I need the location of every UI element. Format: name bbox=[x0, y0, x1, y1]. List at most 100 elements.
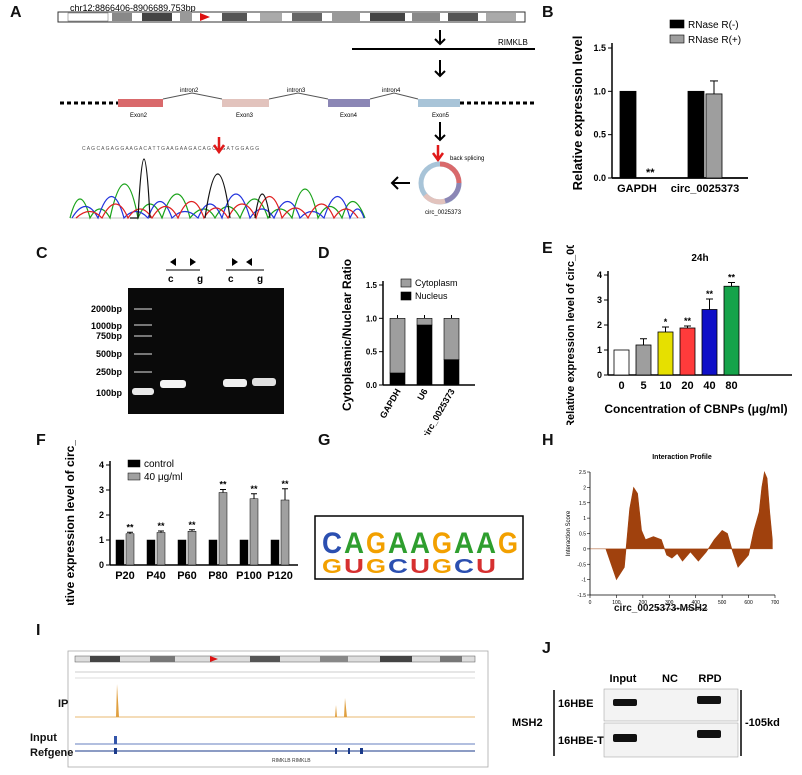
panel-j-letter: J bbox=[542, 640, 551, 658]
blot-row-label: 16HBE-T bbox=[558, 735, 604, 747]
x-tick-label: U6 bbox=[415, 387, 429, 402]
y-axis-label: Cytoplasmic/Nuclear Ratio bbox=[340, 259, 354, 411]
panel-e-letter: E bbox=[542, 240, 553, 258]
y-tick-label: 2.5 bbox=[579, 470, 586, 476]
x-tick-label: 10 bbox=[659, 380, 671, 392]
lane-label: c bbox=[168, 274, 174, 285]
legend-swatch bbox=[401, 292, 411, 300]
y-tick-label: 3 bbox=[597, 295, 602, 305]
panel-c-gel: c g c g 2000bp 1000bp 750bp 500bp 250bp … bbox=[60, 240, 310, 420]
refgene-track-label: Refgene bbox=[30, 747, 73, 759]
marker-label: 750bp bbox=[96, 331, 123, 341]
y-tick-label: 1 bbox=[99, 535, 104, 545]
back-splice-arrow-icon bbox=[433, 145, 443, 160]
legend-swatch bbox=[670, 35, 684, 43]
y-tick-label: 1.5 bbox=[579, 501, 586, 507]
legend-label: control bbox=[144, 459, 174, 470]
panel-f: 0 1 2 3 4 ** P20 ** P40 ** P60 ** P80 ** P100 ** P120 Rel… bbox=[60, 440, 300, 605]
bar bbox=[250, 499, 258, 565]
bar bbox=[724, 286, 739, 375]
marker-label: 500bp bbox=[96, 349, 123, 359]
stacked-bar-segment bbox=[417, 318, 432, 325]
x-tick-label: GAPDH bbox=[617, 183, 657, 195]
y-tick-label: 2 bbox=[583, 485, 586, 491]
y-tick-label: 1.5 bbox=[593, 43, 606, 53]
y-tick-label: 0.0 bbox=[593, 173, 606, 183]
y-tick-label: 0.5 bbox=[579, 532, 586, 538]
bar bbox=[188, 531, 196, 565]
exon2-box bbox=[118, 99, 163, 107]
legend-label: RNase R(-) bbox=[688, 20, 739, 31]
x-tick-label: 600 bbox=[744, 600, 753, 606]
panel-h-letter: H bbox=[542, 432, 554, 450]
y-tick-label: 0.0 bbox=[366, 381, 378, 390]
x-tick-label: GAPDH bbox=[378, 387, 403, 420]
gene-name-label: RIMKLB bbox=[498, 38, 528, 47]
panel-h-caption: circ_0025373-MSH2 bbox=[614, 603, 707, 614]
x-tick-label: P20 bbox=[115, 570, 135, 582]
legend-label: Cytoplasm bbox=[415, 278, 458, 288]
panel-f-letter: F bbox=[36, 432, 46, 450]
intron2-label: intron2 bbox=[180, 88, 199, 94]
x-axis-label: Concentration of CBNPs (μg/ml) bbox=[604, 402, 787, 416]
panel-b-letter: B bbox=[542, 4, 554, 22]
panel-g-letter: G bbox=[318, 432, 330, 450]
input-peak bbox=[114, 736, 117, 744]
ip-track-label: IP bbox=[58, 698, 68, 710]
stacked-bar-segment bbox=[390, 373, 405, 385]
gel-band bbox=[160, 380, 186, 388]
panel-i: RIMKLB RIMKLB IP Input Refgene bbox=[30, 650, 490, 768]
sanger-chromatogram bbox=[70, 159, 365, 218]
chromatogram-base-calls: C A G C A G A G G A A G A C A T T G A A … bbox=[82, 146, 259, 152]
x-tick-label: 5 bbox=[640, 380, 646, 392]
lane-label: g bbox=[257, 274, 263, 285]
y-tick-label: 4 bbox=[99, 460, 104, 470]
refgene-label: RIMKLB RIMKLB bbox=[272, 758, 311, 764]
legend-swatch bbox=[128, 473, 140, 480]
bar bbox=[636, 345, 651, 375]
bar bbox=[147, 540, 155, 565]
back-splicing-label: back splicing bbox=[450, 156, 484, 162]
panel-d: 0.0 0.5 1.0 1.5 GAPDH U6 circ_0025373 Cytoplasm… bbox=[335, 255, 495, 435]
y-tick-label: 1.0 bbox=[366, 314, 378, 323]
bar bbox=[706, 94, 722, 178]
x-tick-label: P80 bbox=[208, 570, 228, 582]
lane-label: c bbox=[228, 274, 234, 285]
motif-letter-top: G bbox=[498, 527, 518, 560]
x-tick-label: 20 bbox=[681, 380, 693, 392]
x-tick-label: 0 bbox=[589, 600, 592, 606]
circ-name-label: circ_0025373 bbox=[425, 210, 462, 216]
x-tick-label: P120 bbox=[267, 570, 293, 582]
panel-g: CAGAAGAAGGUGCUGCU bbox=[314, 515, 524, 580]
left-arrow-icon bbox=[392, 177, 410, 189]
bar bbox=[116, 540, 124, 565]
panel-f-chart: 0 1 2 3 4 ** P20 ** P40 ** P60 ** P80 ** P100 ** P120 Rel… bbox=[60, 440, 300, 605]
legend-swatch bbox=[128, 460, 140, 467]
motif-letter-bottom: C bbox=[388, 556, 408, 578]
y-tick-label: 4 bbox=[597, 270, 602, 280]
stacked-bar-segment bbox=[444, 318, 459, 359]
x-tick-label: 40 bbox=[703, 380, 715, 392]
motif-letter-bottom: U bbox=[476, 556, 496, 578]
panel-g-motif: C A G A A G A A GG U G C U G C U bbox=[314, 515, 524, 580]
y-tick-label: 0 bbox=[99, 560, 104, 570]
size-label: -105kd bbox=[745, 717, 780, 729]
exon2-label: Exon2 bbox=[130, 113, 148, 119]
panel-e-chart: 012340 5*10**20**40**8024hConcentration o… bbox=[560, 245, 800, 425]
blot-column-label: NC bbox=[662, 673, 678, 685]
exon4-box bbox=[328, 99, 370, 107]
bar bbox=[680, 328, 695, 375]
motif-letter-bottom: G bbox=[322, 556, 342, 578]
x-tick-label: P60 bbox=[177, 570, 197, 582]
y-tick-label: 1.0 bbox=[593, 86, 606, 96]
marker-label: 250bp bbox=[96, 367, 123, 377]
stacked-bar-segment bbox=[417, 325, 432, 385]
chart-title: Interaction Profile bbox=[652, 454, 712, 461]
legend-swatch bbox=[401, 279, 411, 287]
down-arrow-icon bbox=[435, 122, 445, 140]
y-axis-label: Relative expression level of circ_002537… bbox=[63, 440, 77, 605]
bar bbox=[614, 350, 629, 375]
bar bbox=[178, 540, 186, 565]
significance-mark: ** bbox=[646, 167, 655, 179]
